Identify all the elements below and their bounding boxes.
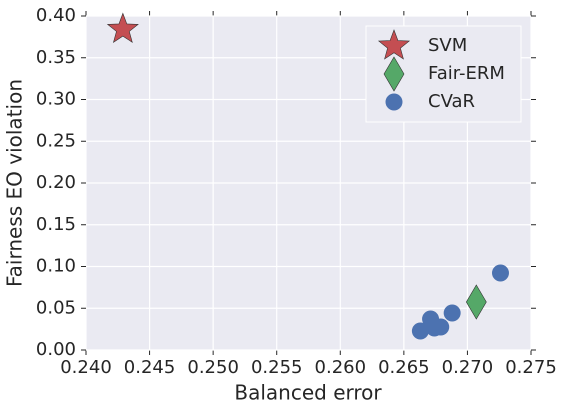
legend-text: SVM [428, 35, 467, 56]
y-tick-label: 0.10 [36, 256, 76, 277]
x-tick-label: 0.255 [251, 357, 303, 378]
x-tick-label: 0.245 [124, 357, 176, 378]
data-point [465, 284, 487, 320]
y-axis-label: Fairness EO violation [3, 79, 27, 287]
y-tick-label: 0.30 [36, 89, 76, 110]
y-tick-label: 0.20 [36, 172, 76, 193]
y-tick-label: 0.40 [36, 5, 76, 26]
legend-marker [377, 29, 411, 60]
x-tick-label: 0.275 [505, 357, 557, 378]
y-tick-label: 0.00 [36, 339, 76, 360]
x-tick-label: 0.270 [442, 357, 494, 378]
data-point [443, 304, 461, 322]
x-tick-label: 0.260 [315, 357, 367, 378]
y-tick-label: 0.05 [36, 297, 76, 318]
data-point [491, 264, 509, 282]
legend-text: CVaR [428, 91, 475, 112]
legend-text: Fair-ERM [428, 63, 505, 84]
y-tick-label: 0.15 [36, 214, 76, 235]
data-point [106, 12, 139, 43]
x-tick-label: 0.240 [60, 357, 112, 378]
x-axis-label: Balanced error [234, 381, 382, 405]
data-point [411, 322, 429, 340]
y-tick-label: 0.25 [36, 130, 76, 151]
x-tick-label: 0.250 [187, 357, 239, 378]
legend-marker [385, 93, 403, 111]
data-point [425, 319, 443, 337]
x-tick-label: 0.265 [378, 357, 430, 378]
legend-marker [383, 56, 405, 92]
y-tick-label: 0.35 [36, 47, 76, 68]
